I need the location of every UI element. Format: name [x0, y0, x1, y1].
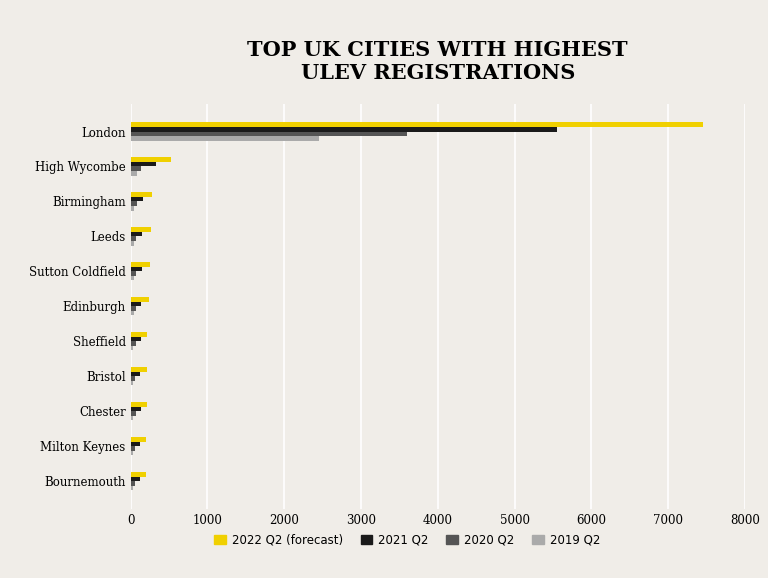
Bar [131, 276, 134, 280]
Bar [131, 416, 134, 420]
Bar [131, 372, 140, 376]
Bar [131, 477, 140, 481]
Bar [131, 311, 134, 316]
Bar [131, 192, 152, 197]
Bar [131, 332, 147, 337]
Bar [131, 297, 149, 302]
Bar [131, 202, 137, 206]
Bar [131, 157, 171, 162]
Bar [131, 411, 135, 416]
Bar [131, 367, 147, 372]
Bar [131, 446, 135, 451]
Bar [131, 402, 147, 407]
Bar [131, 206, 134, 210]
Bar [131, 472, 146, 477]
Bar [131, 451, 134, 455]
Bar [131, 232, 143, 236]
Bar [131, 481, 135, 486]
Bar [131, 127, 557, 132]
Bar [131, 123, 703, 127]
Bar [131, 337, 141, 341]
Bar [131, 272, 136, 276]
Bar [131, 162, 156, 166]
Bar [131, 341, 135, 346]
Legend: 2022 Q2 (forecast), 2021 Q2, 2020 Q2, 2019 Q2: 2022 Q2 (forecast), 2021 Q2, 2020 Q2, 20… [209, 529, 605, 551]
Title: TOP UK CITIES WITH HIGHEST
ULEV REGISTRATIONS: TOP UK CITIES WITH HIGHEST ULEV REGISTRA… [247, 40, 628, 83]
Bar [131, 346, 134, 350]
Bar [131, 407, 141, 411]
Bar [131, 442, 140, 446]
Bar [131, 166, 141, 171]
Bar [131, 227, 151, 232]
Bar [131, 136, 319, 140]
Bar [131, 171, 137, 176]
Bar [131, 302, 141, 306]
Bar [131, 197, 143, 202]
Bar [131, 241, 134, 246]
Bar [131, 437, 146, 442]
Bar [131, 267, 141, 272]
Bar [131, 376, 135, 381]
Bar [131, 262, 151, 267]
Bar [131, 132, 407, 136]
Bar [131, 381, 134, 386]
Bar [131, 486, 133, 490]
Bar [131, 306, 136, 311]
Bar [131, 236, 137, 241]
